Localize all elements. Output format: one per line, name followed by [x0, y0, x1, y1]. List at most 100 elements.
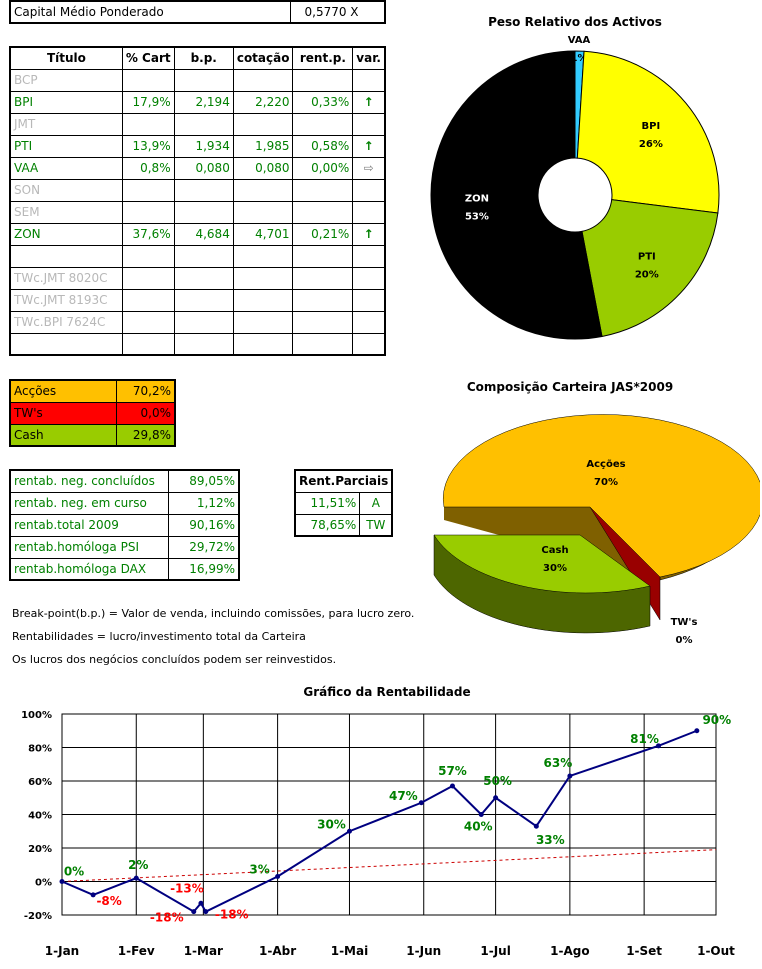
donut-slice-pti [581, 199, 719, 338]
row-cotacao: 2,220 [232, 90, 294, 114]
row-titulo: BCP [9, 68, 123, 92]
y-tick-label: 80% [28, 744, 52, 755]
row-bp [173, 310, 234, 334]
portfolio-row: PTI 13,9% 1,934 1,985 0,58% ↑ [9, 134, 386, 158]
data-point [493, 795, 499, 801]
y-tick-label: 20% [28, 844, 52, 855]
data-point [59, 879, 65, 884]
row-cotacao [232, 200, 294, 224]
data-label: 33% [536, 833, 565, 847]
rentab-value: 89,05% [167, 469, 240, 493]
row-bp [173, 288, 234, 312]
data-label: 50% [483, 774, 512, 788]
row-rent [292, 68, 354, 92]
note-lucros: Os lucros dos negócios concluídos podem … [12, 653, 337, 666]
col-rent: rent.p. [292, 46, 354, 70]
pie3d-label-tws: TW's [671, 617, 698, 628]
data-point [478, 812, 484, 817]
arrow-right-icon: ⇨ [352, 156, 386, 180]
data-point [198, 900, 204, 906]
row-cart: 13,9% [121, 134, 175, 158]
row-cart: 17,9% [121, 90, 175, 114]
col-cart: % Cart [121, 46, 175, 70]
var-cell [352, 200, 386, 224]
donut-slice-zon [430, 50, 603, 340]
row-cart [121, 112, 175, 136]
row-cotacao [232, 310, 294, 334]
rentab-row: rentab.total 2009 90,16% [9, 513, 240, 537]
row-rent [292, 244, 354, 268]
row-titulo: SON [9, 178, 123, 202]
row-bp: 0,080 [173, 156, 234, 180]
row-titulo: ZON [9, 222, 123, 246]
col-cotacao: cotação [232, 46, 294, 70]
data-label: 63% [544, 756, 573, 770]
composition-value: 29,8% [115, 423, 176, 447]
donut-value-bpi: 26% [639, 139, 663, 150]
row-cotacao: 1,985 [232, 134, 294, 158]
portfolio-row [9, 244, 386, 268]
row-cotacao [232, 288, 294, 312]
row-cotacao [232, 266, 294, 290]
row-bp: 1,934 [173, 134, 234, 158]
x-tick-label: 1-Fev [118, 944, 155, 958]
row-titulo: BPI [9, 90, 123, 114]
donut-title: Peso Relativo dos Activos [488, 15, 662, 29]
data-label: 47% [389, 789, 418, 803]
row-titulo [9, 244, 123, 268]
x-tick-label: 1-Mai [331, 944, 368, 958]
portfolio-row: BCP [9, 68, 386, 92]
row-rent: 0,33% [292, 90, 354, 114]
rentab-row: rentab. neg. em curso 1,12% [9, 491, 240, 515]
rent-line [61, 729, 698, 913]
note-rentabilidades: Rentabilidades = lucro/investimento tota… [12, 630, 306, 643]
rentab-table: rentab. neg. concluídos 89,05% rentab. neg… [9, 469, 240, 581]
donut-label-pti: PTI [638, 251, 656, 262]
composition-row: Acções 70,2% [9, 379, 176, 403]
rentab-label: rentab.homóloga DAX [9, 557, 169, 581]
data-label: 2% [128, 858, 148, 872]
row-titulo: PTI [9, 134, 123, 158]
row-titulo: VAA [9, 156, 123, 180]
row-bp [173, 200, 234, 224]
donut-slice-bpi [576, 50, 720, 214]
donut-label-bpi: BPI [642, 121, 661, 132]
pie3d-chart: Composição Carteira JAS*2009 Acções 70% Cas… [433, 380, 760, 646]
rentab-value: 16,99% [167, 557, 240, 581]
row-rent [292, 310, 354, 334]
row-titulo: TWc.JMT 8193C [9, 288, 123, 312]
pie3d-title: Composição Carteira JAS*2009 [467, 380, 673, 394]
composition-table: Acções 70,2% TW's 0,0% Cash 29,8% [9, 379, 176, 447]
rentab-row: rentab.homóloga DAX 16,99% [9, 557, 240, 581]
composition-label: Cash [9, 423, 117, 447]
data-label: -8% [96, 894, 121, 908]
row-cotacao [232, 178, 294, 202]
var-cell [352, 112, 386, 136]
pie3d-slice-cash [433, 534, 651, 594]
col-bp: b.p. [173, 46, 234, 70]
portfolio-row [9, 332, 386, 356]
parciais-value-a: 11,51% [294, 491, 361, 515]
pie3d-value-tws: 0% [676, 635, 693, 646]
row-bp [173, 68, 234, 92]
parciais-value-tw: 78,65% [294, 513, 361, 537]
var-cell [352, 332, 386, 356]
y-tick-label: -20% [24, 911, 52, 922]
arrow-up-icon: ↑ [352, 90, 386, 114]
donut-value-pti: 20% [635, 269, 659, 280]
data-label: 3% [249, 862, 269, 876]
pie3d-label-cash: Cash [541, 545, 568, 556]
row-cart [121, 310, 175, 334]
row-cotacao [232, 68, 294, 92]
data-point [275, 873, 281, 879]
row-rent: 0,21% [292, 222, 354, 246]
x-tick-label: 1-Jul [480, 944, 510, 958]
row-bp [173, 332, 234, 356]
rentab-label: rentab. neg. em curso [9, 491, 169, 515]
composition-label: TW's [9, 401, 117, 425]
row-cart [121, 266, 175, 290]
x-tick-label: 1-Jan [45, 944, 79, 958]
row-cart [121, 288, 175, 312]
row-cotacao [232, 244, 294, 268]
composition-label: Acções [9, 379, 117, 403]
